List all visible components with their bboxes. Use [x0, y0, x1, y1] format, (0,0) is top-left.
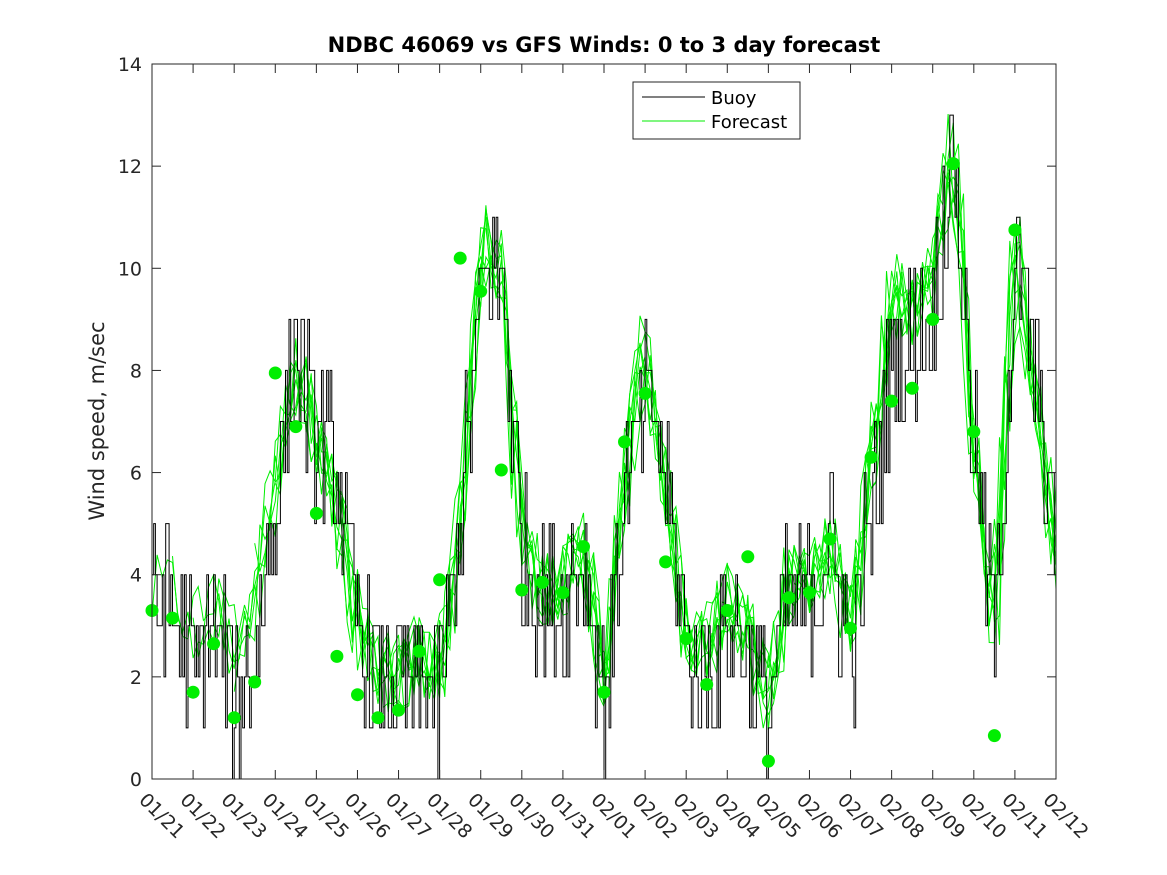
y-tick-label: 10 [118, 258, 142, 280]
legend: Buoy Forecast [632, 81, 801, 140]
plot-area [145, 63, 1057, 780]
y-tick-label: 4 [130, 565, 142, 587]
y-tick-label: 14 [118, 54, 142, 76]
forecast-marker-point [166, 611, 179, 625]
forecast-marker-point [556, 586, 570, 600]
y-tick-label: 2 [130, 667, 142, 689]
forecast-marker-point [268, 366, 282, 380]
forecast-marker-point [823, 532, 837, 546]
y-tick-label: 8 [130, 360, 142, 382]
marker-layer [145, 157, 1022, 768]
y-tick-label: 0 [130, 769, 142, 791]
forecast-marker-point [433, 573, 447, 587]
forecast-marker-point [618, 435, 631, 449]
forecast-marker-point [885, 394, 899, 408]
y-tick-label: 12 [118, 156, 142, 178]
forecast-marker-point [289, 420, 303, 434]
forecast-marker-point [720, 604, 734, 617]
chart-title: NDBC 46069 vs GFS Winds: 0 to 3 day fore… [328, 33, 881, 57]
forecast-marker-point [905, 381, 919, 395]
forecast-marker-point [392, 703, 405, 717]
forecast-marker-point [987, 729, 1001, 743]
forecast-marker-point [659, 555, 673, 569]
forecast-marker-point [535, 575, 549, 589]
forecast-marker-point [782, 591, 796, 605]
forecast-marker-point [371, 711, 385, 725]
forecast-marker-point [577, 540, 590, 554]
forecast-marker-point [679, 632, 693, 646]
legend-label-forecast: Forecast [711, 112, 787, 133]
y-axis-label: Wind speed, m/sec [85, 321, 109, 520]
forecast-marker-point [638, 386, 652, 400]
legend-box [632, 81, 801, 140]
forecast-marker-point [494, 463, 508, 477]
forecast-marker-point [309, 506, 323, 520]
forecast-marker-point [946, 157, 960, 171]
forecast-marker-point [412, 644, 426, 658]
buoy-series-line [152, 114, 1057, 780]
forecast-marker-point [700, 678, 714, 691]
forecast-marker-point [453, 251, 467, 265]
forecast-marker-point [207, 637, 221, 651]
y-tick-label: 6 [130, 463, 142, 485]
forecast-marker-point [515, 583, 529, 597]
forecast-marker-point [926, 312, 940, 326]
forecast-marker-point [864, 450, 878, 464]
forecast-marker-point [967, 425, 981, 439]
forecast-marker-point [741, 550, 755, 564]
forecast-marker-point [248, 675, 262, 689]
forecast-marker-point [803, 586, 816, 600]
forecast-marker-point [351, 688, 364, 702]
forecast-marker-point [761, 754, 775, 768]
forecast-marker-point [1008, 223, 1022, 237]
legend-label-buoy: Buoy [711, 88, 757, 109]
forecast-marker-point [844, 621, 857, 635]
forecast-marker-point [186, 685, 200, 699]
forecast-marker-point [474, 284, 488, 298]
series-layer [151, 113, 1057, 780]
forecast-marker-point [597, 685, 611, 699]
y-axis: 0 2 4 6 8 10 12 14 [118, 54, 1056, 791]
forecast-marker-point [227, 711, 241, 725]
forecast-marker-point [330, 649, 344, 663]
